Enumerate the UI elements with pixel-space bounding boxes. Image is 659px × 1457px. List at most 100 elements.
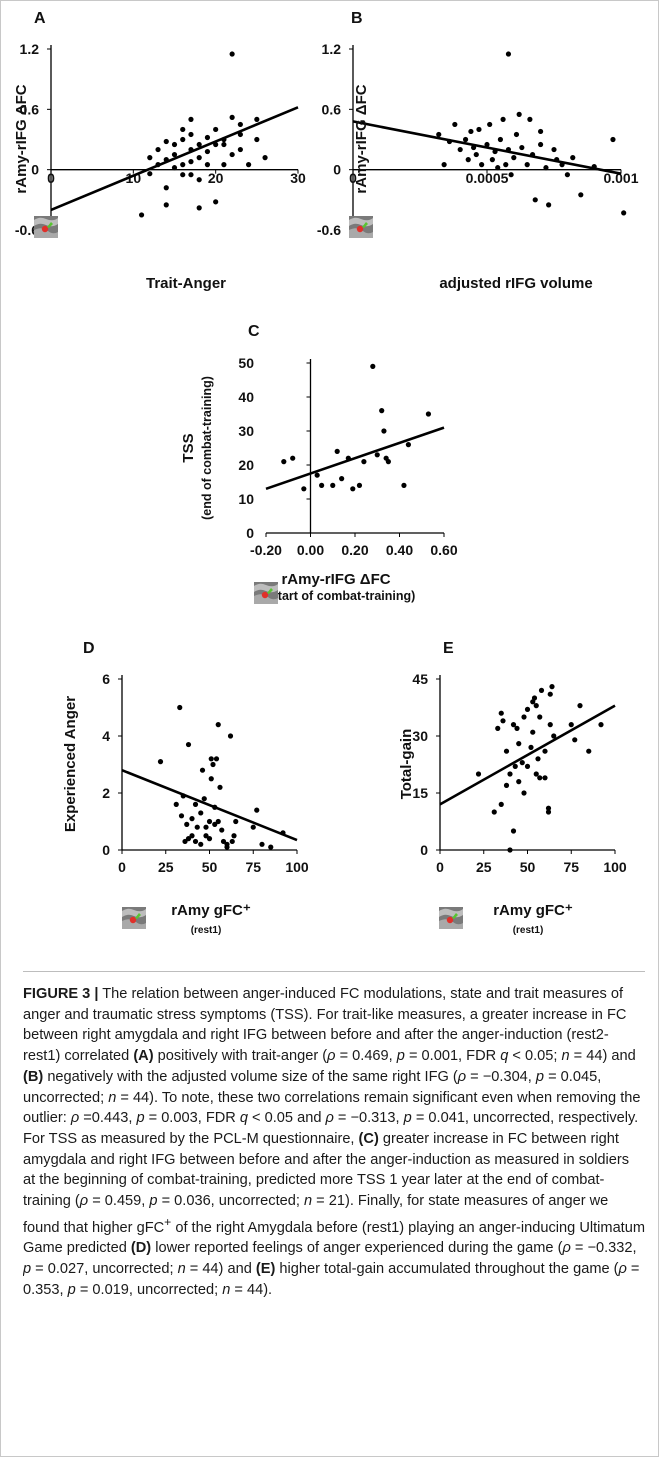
data-point <box>524 706 531 713</box>
brain-slice-tissue <box>34 228 58 238</box>
trend-line <box>352 120 622 175</box>
data-point <box>545 805 552 811</box>
data-point <box>491 809 497 815</box>
panel-a: A-0.600.61.20 10 20 30Trait-AngerrAmy-rIFG … <box>13 10 306 292</box>
data-point <box>570 155 576 161</box>
y-tick-label: 0 <box>420 842 428 858</box>
y-tick-label: 0 <box>31 162 39 178</box>
data-point <box>201 796 207 802</box>
data-point <box>231 833 237 839</box>
brain-slice-tissue <box>254 594 278 604</box>
data-point <box>229 151 235 158</box>
data-point <box>171 141 178 148</box>
data-point <box>196 155 202 161</box>
y-tick-label: 50 <box>238 355 254 371</box>
data-point <box>527 116 533 122</box>
x-tick-label: 0.00 <box>297 542 324 558</box>
data-point <box>330 482 336 488</box>
data-point <box>221 162 227 168</box>
data-point <box>505 51 512 57</box>
data-point <box>537 714 543 720</box>
data-point <box>185 836 192 842</box>
brain-slice-icon <box>254 582 278 604</box>
data-point <box>188 116 194 122</box>
data-point <box>259 841 265 847</box>
data-point <box>512 763 518 770</box>
data-point <box>537 775 543 781</box>
brain-slice-icon <box>349 216 373 238</box>
figure-3-charts: A-0.600.61.20 10 20 30Trait-AngerrAmy-rIFG … <box>13 10 639 936</box>
x-tick-label: 50 <box>202 859 218 875</box>
data-point <box>524 763 531 770</box>
y-tick-label: 6 <box>102 671 110 687</box>
data-point <box>227 733 234 739</box>
data-point <box>554 157 560 163</box>
data-point <box>361 459 367 465</box>
y-tick-label: -0.6 <box>15 222 39 238</box>
amygdala-marker <box>446 916 454 924</box>
data-point <box>184 821 190 827</box>
trend-line <box>439 704 616 806</box>
data-point <box>189 816 195 822</box>
data-point <box>559 162 565 168</box>
data-point <box>199 767 206 773</box>
data-point <box>178 813 185 819</box>
data-point <box>475 771 482 777</box>
x-tick-label: 0 <box>436 859 444 875</box>
data-point <box>500 718 506 724</box>
data-point <box>524 162 530 168</box>
data-point <box>254 116 260 122</box>
data-point <box>210 761 216 768</box>
data-point <box>465 157 471 163</box>
data-point <box>204 162 211 168</box>
y-tick-label: 15 <box>412 785 428 801</box>
data-point <box>510 722 517 728</box>
data-point <box>578 192 584 198</box>
ifg-marker <box>267 588 273 594</box>
data-point <box>503 748 510 754</box>
data-point <box>163 185 169 191</box>
brain-slice-icon <box>34 216 58 238</box>
data-point <box>177 704 183 711</box>
y-tick-label: 0.6 <box>322 101 342 117</box>
x-axis-title: rAmy-rIFG ΔFC <box>281 571 390 588</box>
data-point <box>370 363 376 369</box>
x-tick-label: 25 <box>158 859 174 875</box>
data-point <box>500 116 506 122</box>
trend-line <box>121 768 298 842</box>
data-point <box>538 141 544 148</box>
x-tick-label: 20 <box>208 170 224 186</box>
y-tick-label: 0 <box>102 842 110 858</box>
data-point <box>198 810 204 816</box>
data-point <box>203 833 209 839</box>
data-point <box>180 136 186 143</box>
data-point <box>196 141 202 148</box>
data-point <box>262 155 268 161</box>
y-tick-label: 20 <box>238 457 254 473</box>
data-point <box>356 482 363 488</box>
data-point <box>543 165 549 171</box>
amygdala-marker <box>261 591 269 599</box>
data-point <box>446 138 453 145</box>
data-point <box>204 148 211 155</box>
y-axis-title: rAmy-rIFG ΔFC <box>353 84 370 193</box>
x-tick-label: 0.40 <box>386 542 413 558</box>
data-point <box>513 131 520 138</box>
ifg-marker <box>362 222 368 228</box>
y-axis-title: Total-gain <box>398 729 415 800</box>
data-point <box>350 486 356 492</box>
data-point <box>503 162 509 168</box>
data-point <box>528 744 534 751</box>
y-tick-label: 30 <box>238 423 254 439</box>
ifg-marker <box>452 913 458 919</box>
x-axis-subtitle: (start of combat-training) <box>267 589 416 603</box>
data-point <box>484 141 490 148</box>
x-tick-label: 100 <box>603 859 627 875</box>
data-point <box>471 144 477 151</box>
x-tick-label: 25 <box>476 859 492 875</box>
data-point <box>577 703 583 709</box>
data-point <box>192 801 199 808</box>
x-axis-title: rAmy gFC⁺ <box>171 902 251 919</box>
data-point <box>314 472 320 478</box>
